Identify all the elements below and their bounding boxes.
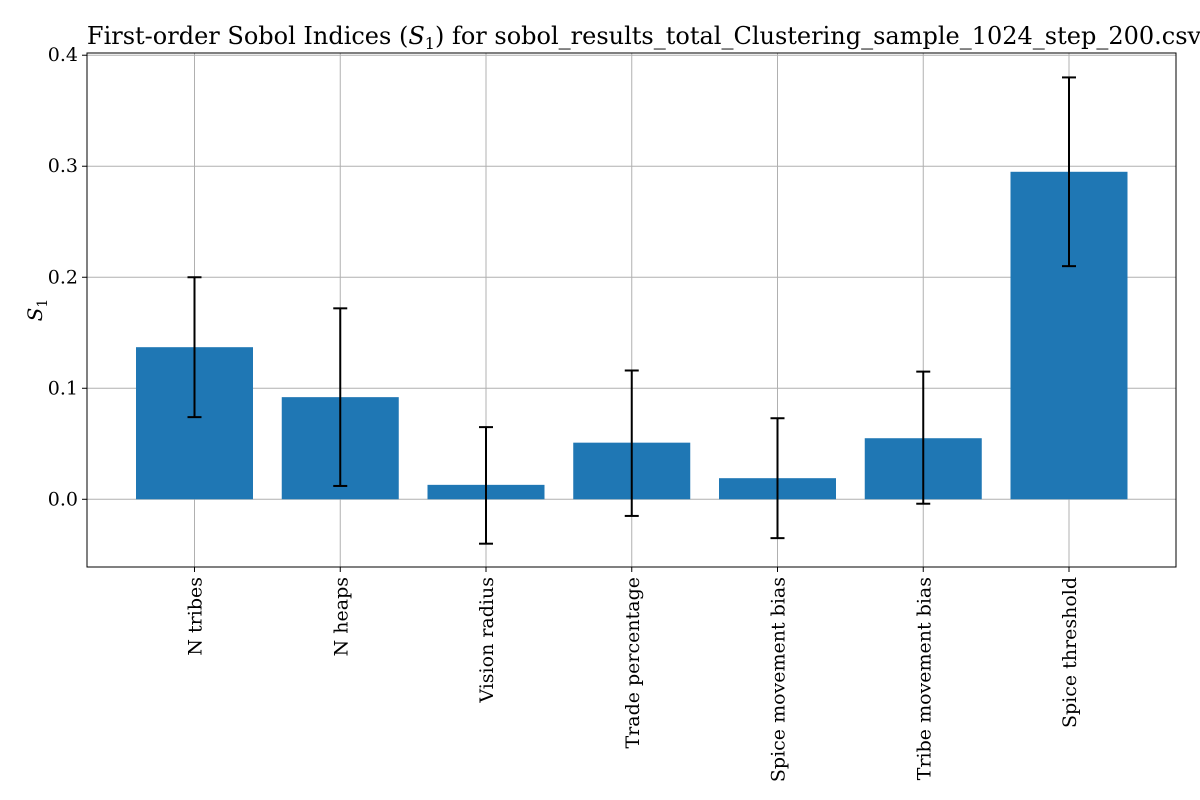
x-tick-label: Vision radius (476, 577, 498, 704)
x-tick-label: Tribe movement bias (913, 577, 935, 780)
y-tick-label: 0.0 (48, 488, 78, 510)
y-tick-label: 0.2 (48, 266, 78, 288)
error-bar (770, 417, 785, 540)
x-tick-label: N heaps (330, 577, 352, 656)
x-tick-labels: N tribes N heaps Vision radius Trade percen… (185, 567, 1081, 782)
y-tick-label: 0.3 (48, 155, 78, 177)
error-bar (624, 369, 639, 517)
y-axis-label: S1 (23, 299, 51, 322)
error-bar (333, 307, 348, 487)
x-tick-label: Spice movement bias (768, 577, 790, 782)
y-tick-label: 0.4 (48, 44, 78, 66)
x-tick-label: N tribes (185, 577, 207, 656)
error-bars (187, 76, 1076, 545)
error-bar (916, 370, 931, 505)
error-bar (479, 426, 493, 545)
x-tick-label: Spice threshold (1059, 577, 1081, 728)
error-bar (187, 276, 202, 419)
y-tick-label: 0.1 (48, 377, 78, 399)
chart-title: First-order Sobol Indices (S1) for sobol… (87, 22, 1200, 53)
error-bar (1062, 76, 1076, 268)
y-tick-labels: 0.0 0.1 0.2 0.3 0.4 (48, 44, 87, 510)
x-tick-label: Trade percentage (622, 577, 644, 749)
